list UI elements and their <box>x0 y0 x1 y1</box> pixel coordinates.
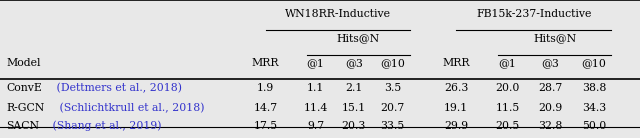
Text: 3.5: 3.5 <box>384 83 401 93</box>
Text: MRR: MRR <box>252 59 279 68</box>
Text: @1: @1 <box>307 59 324 68</box>
Text: 20.9: 20.9 <box>538 103 563 113</box>
Text: 14.7: 14.7 <box>253 103 278 113</box>
Text: @10: @10 <box>380 59 404 68</box>
Text: 28.7: 28.7 <box>538 83 563 93</box>
Text: FB15k-237-Inductive: FB15k-237-Inductive <box>476 9 591 19</box>
Text: @10: @10 <box>582 59 606 68</box>
Text: (Shang et al., 2019): (Shang et al., 2019) <box>49 120 161 131</box>
Text: Model: Model <box>6 59 41 68</box>
Text: @1: @1 <box>499 59 516 68</box>
Text: Hits@N: Hits@N <box>337 34 380 44</box>
Text: 26.3: 26.3 <box>444 83 468 93</box>
Text: 29.9: 29.9 <box>444 121 468 131</box>
Text: 2.1: 2.1 <box>345 83 363 93</box>
Text: (Schlichtkrull et al., 2018): (Schlichtkrull et al., 2018) <box>56 103 204 113</box>
Text: (Dettmers et al., 2018): (Dettmers et al., 2018) <box>52 83 182 93</box>
Text: Hits@N: Hits@N <box>533 34 576 44</box>
Text: MRR: MRR <box>443 59 470 68</box>
Text: 9.7: 9.7 <box>307 121 324 131</box>
Text: 38.8: 38.8 <box>582 83 606 93</box>
Text: 1.9: 1.9 <box>257 83 274 93</box>
Text: 17.5: 17.5 <box>253 121 278 131</box>
Text: 20.3: 20.3 <box>342 121 366 131</box>
Text: 32.8: 32.8 <box>538 121 563 131</box>
Text: 20.0: 20.0 <box>495 83 520 93</box>
Text: SACN: SACN <box>6 121 40 131</box>
Text: @3: @3 <box>345 59 363 68</box>
Text: @3: @3 <box>541 59 559 68</box>
Text: 20.7: 20.7 <box>380 103 404 113</box>
Text: 50.0: 50.0 <box>582 121 606 131</box>
Text: 15.1: 15.1 <box>342 103 366 113</box>
Text: 20.5: 20.5 <box>495 121 520 131</box>
Text: 19.1: 19.1 <box>444 103 468 113</box>
Text: ConvE: ConvE <box>6 83 42 93</box>
Text: WN18RR-Inductive: WN18RR-Inductive <box>285 9 390 19</box>
Text: 11.5: 11.5 <box>495 103 520 113</box>
Text: 34.3: 34.3 <box>582 103 606 113</box>
Text: 11.4: 11.4 <box>303 103 328 113</box>
Text: R-GCN: R-GCN <box>6 103 45 113</box>
Text: 1.1: 1.1 <box>307 83 324 93</box>
Text: 33.5: 33.5 <box>380 121 404 131</box>
